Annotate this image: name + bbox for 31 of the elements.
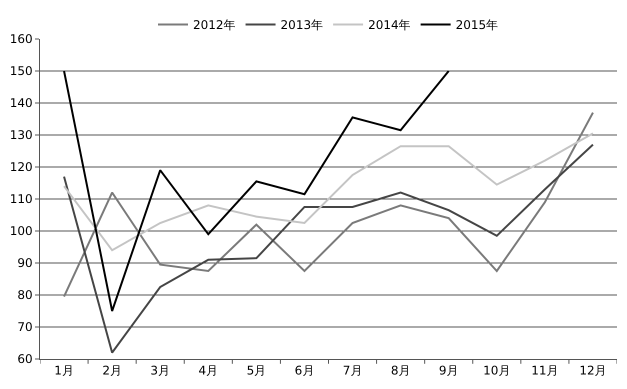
y-tick-label: 130 (10, 128, 33, 142)
y-tick-label: 100 (10, 224, 33, 238)
x-tick-label: 10月 (483, 363, 510, 378)
x-tick-label: 12月 (579, 363, 607, 378)
x-tick-label: 6月 (294, 363, 314, 378)
x-tick-label: 8月 (390, 363, 410, 378)
y-tick-label: 60 (17, 352, 33, 366)
legend-label: 2014年 (368, 18, 411, 32)
y-tick-label: 160 (10, 32, 33, 46)
y-tick-label: 140 (10, 96, 33, 110)
x-tick-label: 9月 (438, 363, 459, 378)
x-tick-label: 4月 (198, 363, 218, 378)
y-tick-label: 80 (17, 288, 33, 302)
y-tick-label: 120 (10, 160, 33, 174)
x-tick-label: 11月 (531, 363, 559, 378)
line-series (63, 70, 450, 312)
y-tick-label: 90 (17, 256, 33, 270)
line-series (63, 144, 594, 354)
legend-label: 2012年 (193, 18, 236, 32)
y-tick-label: 150 (10, 64, 33, 78)
line-series (63, 112, 594, 298)
line-series (63, 132, 594, 252)
x-tick-label: 2月 (102, 363, 122, 378)
x-tick-label: 1月 (54, 363, 74, 378)
y-tick-label: 70 (17, 320, 33, 334)
legend-label: 2015年 (456, 18, 498, 32)
x-tick-label: 5月 (246, 363, 266, 378)
x-tick-label: 7月 (342, 363, 362, 378)
y-tick-label: 110 (10, 192, 33, 206)
legend-label: 2013年 (280, 18, 324, 32)
x-tick-label: 3月 (150, 363, 170, 378)
